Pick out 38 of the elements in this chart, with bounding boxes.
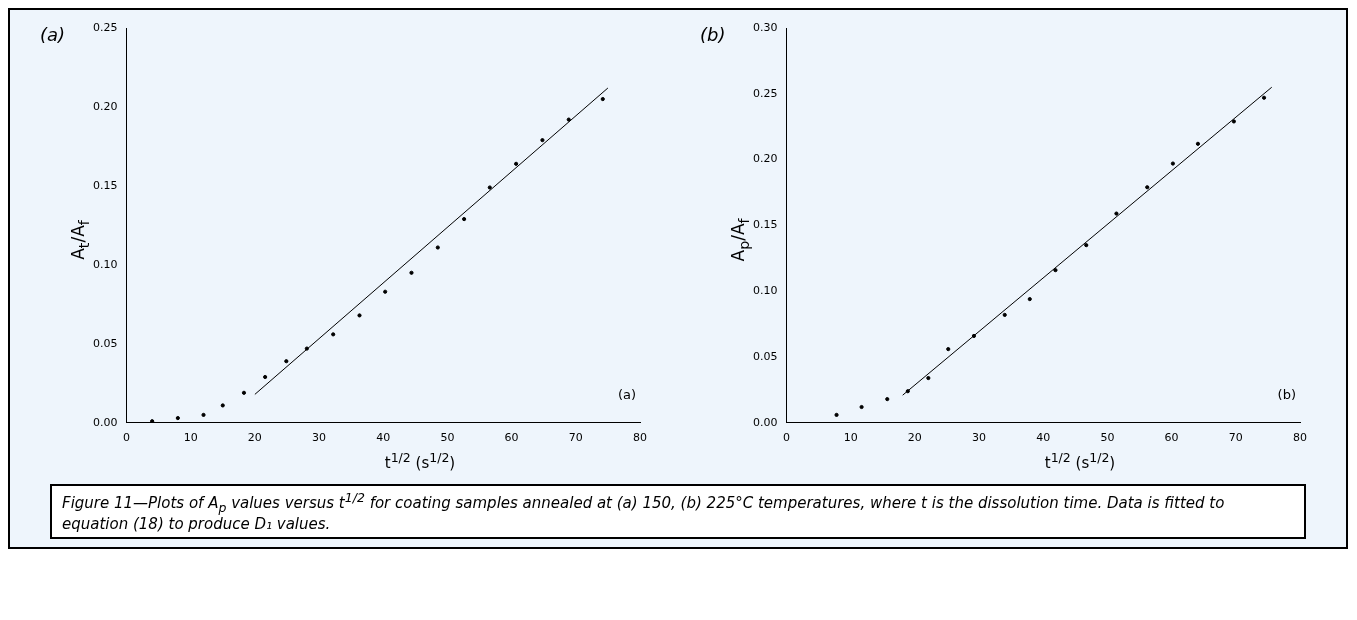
x-tick-label: 40 (376, 431, 391, 445)
y-tick-label: 0.05 (92, 336, 118, 350)
x-tick-label: 30 (972, 431, 987, 445)
x-tick-label: 50 (440, 431, 455, 445)
x-tick-label: 10 (843, 431, 858, 445)
y-tick-label: 0.25 (92, 20, 118, 34)
x-tick-label: 0 (122, 431, 130, 445)
y-tick-label: 0.05 (752, 349, 778, 363)
y-tick-label: 0.10 (752, 284, 778, 298)
chart-title: (a) (40, 24, 66, 45)
x-axis-title: t$^{1/2}$ (s$^{1/2}$) (383, 450, 457, 472)
x-tick-label: 50 (1100, 431, 1115, 445)
annotation: (a) (617, 386, 636, 402)
y-tick-label: 0.15 (92, 178, 118, 192)
x-tick-label: 20 (907, 431, 922, 445)
x-tick-label: 40 (1036, 431, 1051, 445)
y-tick-label: 0.20 (92, 99, 118, 113)
x-tick-label: 20 (247, 431, 262, 445)
y-tick-label: 0.25 (752, 86, 778, 100)
chart-title: (b) (700, 24, 726, 45)
x-tick-label: 70 (568, 431, 583, 445)
x-tick-label: 80 (1293, 431, 1307, 445)
x-tick-label: 60 (504, 431, 519, 445)
x-tick-label: 70 (1228, 431, 1243, 445)
annotation: (b) (1277, 386, 1296, 402)
x-tick-label: 0 (782, 431, 790, 445)
y-tick-label: 0.10 (92, 257, 118, 271)
y-tick-label: 0.00 (92, 415, 118, 429)
y-tick-label: 0.30 (752, 20, 778, 34)
x-tick-label: 30 (312, 431, 327, 445)
x-tick-label: 10 (183, 431, 198, 445)
y-tick-label: 0.00 (752, 415, 778, 429)
y-tick-label: 0.15 (752, 218, 778, 232)
text: Figure 11—Plots of A$_{p}$ values versus t$^{1/2}$ for coating samples annealed at (a) 150, (b) 225°C temperatures, where t is the dissolution time. Data is fitted to equation (18) to produce D₁ values. (62, 490, 1225, 533)
x-tick-label: 60 (1164, 431, 1179, 445)
x-axis-title: t$^{1/2}$ (s$^{1/2}$) (1043, 450, 1117, 472)
y-tick-label: 0.20 (752, 152, 778, 166)
x-tick-label: 80 (633, 431, 647, 445)
